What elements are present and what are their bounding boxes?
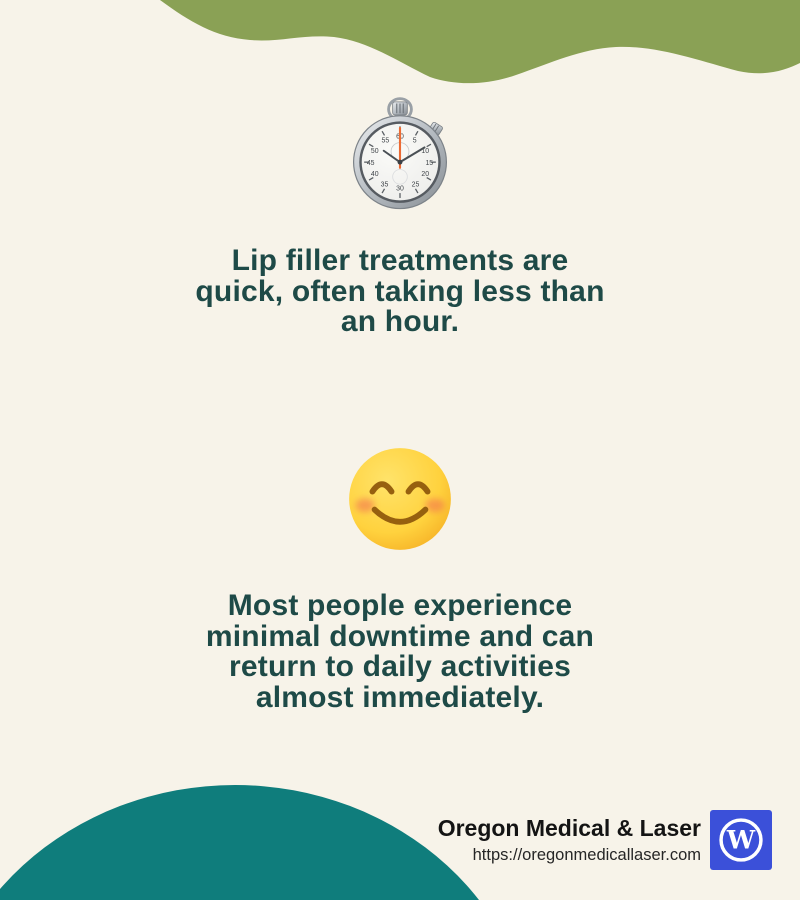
stopwatch-icon: 60 5 10 15 20 25 30 35 40 45 50 55 <box>352 97 448 210</box>
svg-text:30: 30 <box>396 186 404 193</box>
svg-text:50: 50 <box>371 148 379 155</box>
stopwatch-emoji: 60 5 10 15 20 25 30 35 40 45 50 55 <box>0 97 800 211</box>
brand-name: Oregon Medical & Laser <box>437 815 701 841</box>
fact-1-line-2: quick, often taking less than <box>195 274 605 308</box>
svg-text:25: 25 <box>412 182 420 189</box>
svg-text:45: 45 <box>367 160 375 167</box>
svg-text:55: 55 <box>381 138 389 145</box>
wordpress-logo: W <box>710 810 772 870</box>
website-url: https://oregonmedicallaser.com <box>472 846 701 864</box>
fact-2-text: Most people experience minimal downtime … <box>0 589 800 714</box>
fact-2-line-2: minimal downtime and can <box>205 619 595 653</box>
fact-2-line-4: almost immediately. <box>255 680 545 714</box>
svg-text:10: 10 <box>421 148 429 155</box>
footer-branding: Oregon Medical & Laser https://oregonmed… <box>438 810 772 870</box>
top-blob-shape <box>160 0 800 84</box>
fact-1-line-1: Lip filler treatments are <box>231 244 569 277</box>
svg-text:40: 40 <box>371 171 379 178</box>
svg-text:35: 35 <box>381 182 389 189</box>
svg-text:15: 15 <box>425 160 433 167</box>
wordpress-w-glyph: W <box>726 825 756 855</box>
fact-1-text: Lip filler treatments are quick, often t… <box>0 244 800 338</box>
svg-text:5: 5 <box>413 138 417 145</box>
footer-text: Oregon Medical & Laser https://oregonmed… <box>438 815 701 865</box>
smiling-face-icon <box>349 448 451 550</box>
smiling-face-emoji <box>0 446 800 552</box>
wordpress-logo-icon: W <box>719 818 763 862</box>
fact-2-line-1: Most people experience <box>227 589 573 622</box>
fact-1-line-3: an hour. <box>340 305 460 338</box>
fact-2-line-3: return to daily activities <box>229 650 571 683</box>
svg-text:20: 20 <box>421 171 429 178</box>
